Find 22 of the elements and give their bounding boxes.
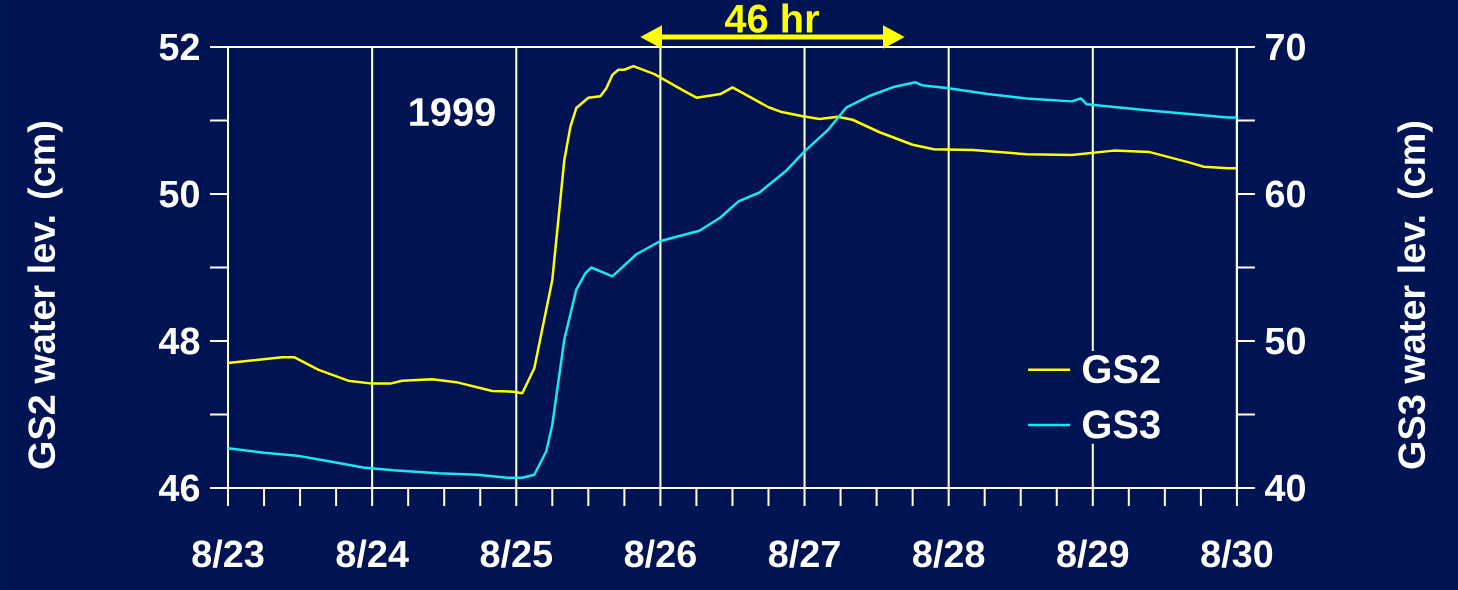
y2-axis-title: GS3 water lev. (cm) bbox=[1397, 121, 1433, 469]
x-tick-label: 8/24 bbox=[336, 539, 409, 568]
text: 46 hr bbox=[725, 3, 819, 33]
x-tick-label: 8/26 bbox=[624, 539, 696, 568]
x-tick-label: 8/29 bbox=[1057, 539, 1129, 568]
y-tick-label: 48 bbox=[158, 327, 200, 355]
legend-label: GS3 bbox=[1083, 410, 1160, 439]
y2-tick-label: 60 bbox=[1265, 180, 1305, 208]
x-tick-label: 8/25 bbox=[480, 539, 553, 568]
legend-label: GS2 bbox=[1083, 355, 1160, 384]
y-tick-label: 52 bbox=[159, 33, 199, 61]
x-tick-label: 8/28 bbox=[913, 539, 985, 568]
y-axis-title: GS2 water lev. (cm) bbox=[27, 121, 63, 469]
annotation: 1999 bbox=[410, 97, 495, 127]
y-tick-label: 50 bbox=[159, 180, 199, 208]
x-tick-label: 8/27 bbox=[768, 539, 840, 568]
x-tick-label: 8/30 bbox=[1201, 539, 1273, 568]
x-tick-label: 8/23 bbox=[192, 539, 264, 568]
y2-tick-label: 70 bbox=[1266, 33, 1305, 61]
y-tick-label: 46 bbox=[158, 474, 200, 502]
y2-tick-label: 40 bbox=[1265, 474, 1305, 502]
y2-tick-label: 50 bbox=[1265, 327, 1305, 355]
